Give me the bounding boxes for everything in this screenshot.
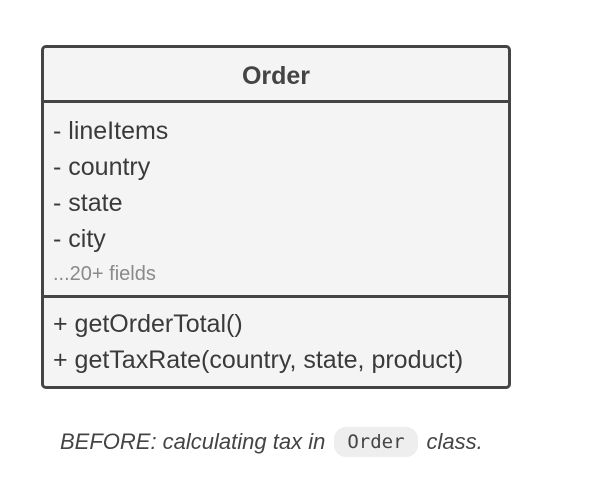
- fields-section: - lineItems - country - state - city ...…: [44, 103, 508, 298]
- caption-code-order: Order: [334, 427, 418, 457]
- uml-class-order: Order - lineItems - country - state - ci…: [41, 45, 511, 389]
- methods-section: + getOrderTotal() + getTaxRate(country, …: [44, 298, 508, 386]
- figure-caption: BEFORE: calculating tax in Order class.: [60, 424, 483, 460]
- more-fields-note: ...20+ fields: [53, 263, 156, 285]
- caption-before-text: BEFORE: calculating tax in: [60, 429, 326, 454]
- class-name: Order: [44, 48, 508, 103]
- field-line-items: - lineItems: [53, 117, 169, 145]
- field-state: - state: [53, 189, 123, 217]
- field-country: - country: [53, 153, 151, 181]
- method-get-order-total: + getOrderTotal(): [53, 310, 243, 338]
- method-get-tax-rate: + getTaxRate(country, state, product): [53, 346, 464, 374]
- field-city: - city: [53, 225, 106, 253]
- caption-after-text: class.: [426, 429, 483, 454]
